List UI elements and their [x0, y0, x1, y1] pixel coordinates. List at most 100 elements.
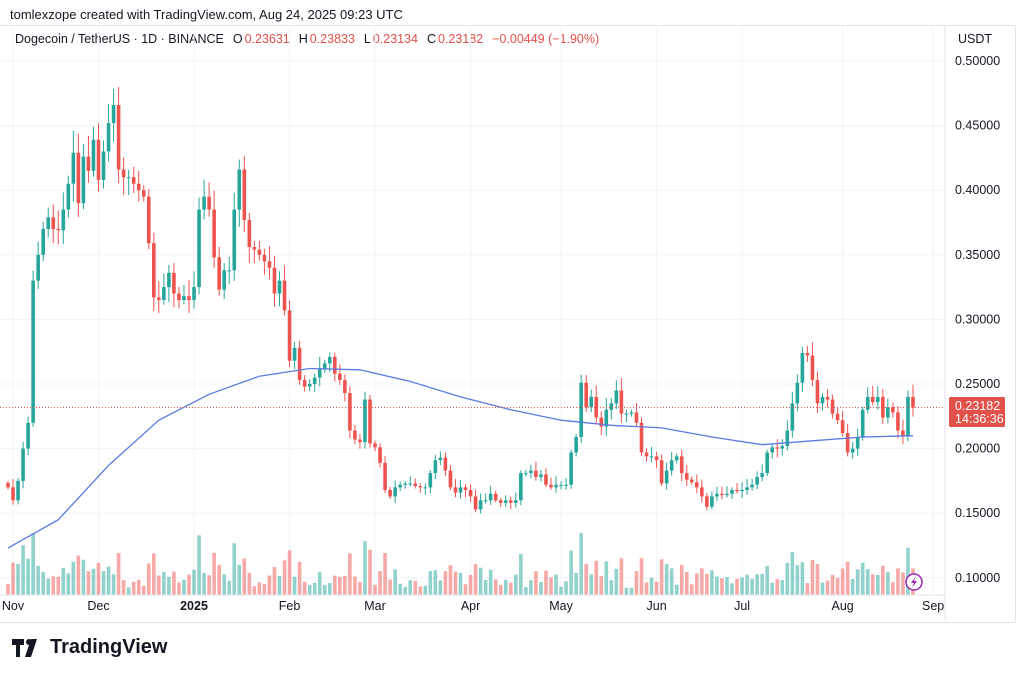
volume-bar	[222, 574, 226, 595]
candle-body	[760, 473, 764, 478]
candle-body	[901, 430, 905, 436]
candle-body	[810, 355, 815, 381]
volume-bar	[700, 568, 704, 595]
currency-label[interactable]: USDT	[958, 32, 992, 46]
candle-body	[544, 474, 548, 485]
candle	[840, 411, 845, 437]
candle	[483, 493, 488, 504]
volume-bar	[478, 567, 483, 595]
volume-bar	[639, 558, 644, 595]
volume-bar	[317, 572, 322, 595]
volume-bar	[735, 578, 739, 595]
candle	[488, 485, 493, 505]
symbol-title[interactable]: Dogecoin / TetherUS · 1D · BINANCE	[15, 32, 224, 46]
candle-body	[81, 156, 86, 204]
candle-body	[498, 500, 503, 503]
candle-body	[458, 487, 463, 493]
volume-bar	[443, 571, 448, 595]
candle-body	[383, 462, 387, 490]
candle-body	[192, 287, 196, 301]
high-label: H	[298, 32, 308, 46]
candle	[136, 170, 141, 202]
volume-bar	[488, 569, 493, 595]
candle	[141, 185, 146, 202]
candle	[126, 169, 131, 196]
volume-bar	[896, 568, 900, 595]
candle-body	[815, 380, 820, 404]
volume-bar	[257, 582, 262, 595]
volume-bar	[901, 572, 905, 595]
candle-body	[579, 382, 583, 437]
volume-bar	[855, 569, 860, 595]
candle	[760, 464, 764, 482]
candle-body	[378, 447, 382, 463]
volume-bars	[6, 533, 915, 595]
candle	[353, 425, 357, 445]
candle	[770, 444, 775, 459]
candle	[695, 474, 699, 494]
candle-body	[453, 487, 458, 493]
candle-body	[644, 452, 649, 457]
candle	[473, 489, 478, 513]
candle-body	[423, 487, 428, 489]
candle-body	[26, 422, 30, 449]
candle-body	[61, 209, 66, 231]
volume-bar	[312, 582, 317, 595]
candle	[41, 221, 45, 262]
candle-body	[745, 487, 749, 490]
candle	[6, 480, 10, 490]
volume-bar	[825, 580, 830, 595]
candle-body	[141, 190, 146, 197]
candle	[433, 454, 438, 480]
volume-bar	[91, 568, 96, 595]
volume-bar	[850, 578, 855, 595]
volume-bar	[141, 585, 146, 595]
price-tick-label: 0.15000	[955, 506, 1000, 520]
candle-body	[272, 267, 277, 294]
tradingview-logo[interactable]: TradingView	[12, 636, 167, 659]
candle-body	[780, 446, 785, 449]
candle-body	[51, 217, 56, 229]
candle	[544, 468, 548, 488]
volume-bar	[408, 580, 413, 595]
volume-bar	[237, 564, 242, 595]
candle	[242, 155, 247, 233]
candle-body	[242, 169, 247, 220]
candle	[438, 451, 443, 466]
candle-body	[46, 217, 51, 229]
volume-bar	[519, 553, 523, 595]
volume-bar	[689, 584, 694, 595]
volume-bar	[11, 562, 15, 595]
candle-body	[584, 382, 588, 408]
candle	[810, 342, 815, 387]
volume-bar	[111, 574, 116, 595]
candle-body	[770, 447, 775, 453]
candle-body	[41, 228, 45, 255]
candle	[458, 479, 463, 499]
candle	[805, 345, 810, 362]
price-tick-label: 0.10000	[955, 571, 1000, 585]
candle	[906, 390, 910, 442]
time-tick-label: Dec	[87, 599, 109, 613]
volume-bar	[76, 555, 81, 595]
time-tick-label: May	[549, 599, 573, 613]
candle	[106, 103, 111, 162]
candle	[247, 212, 252, 264]
volume-bar	[891, 582, 895, 595]
candle	[539, 469, 543, 482]
candle	[383, 456, 387, 494]
candle-body	[755, 477, 759, 485]
candle-body	[227, 270, 232, 272]
volume-bar	[36, 565, 40, 595]
candle-body	[182, 296, 186, 301]
volume-bar	[277, 576, 282, 595]
volume-bar	[589, 574, 594, 595]
candle	[36, 241, 40, 289]
volume-bar	[695, 573, 699, 595]
volume-bar	[297, 561, 302, 595]
candle-body	[891, 407, 895, 413]
volume-bar	[684, 572, 689, 595]
volume-bar	[805, 583, 810, 595]
lightning-alert-icon[interactable]	[905, 573, 923, 591]
